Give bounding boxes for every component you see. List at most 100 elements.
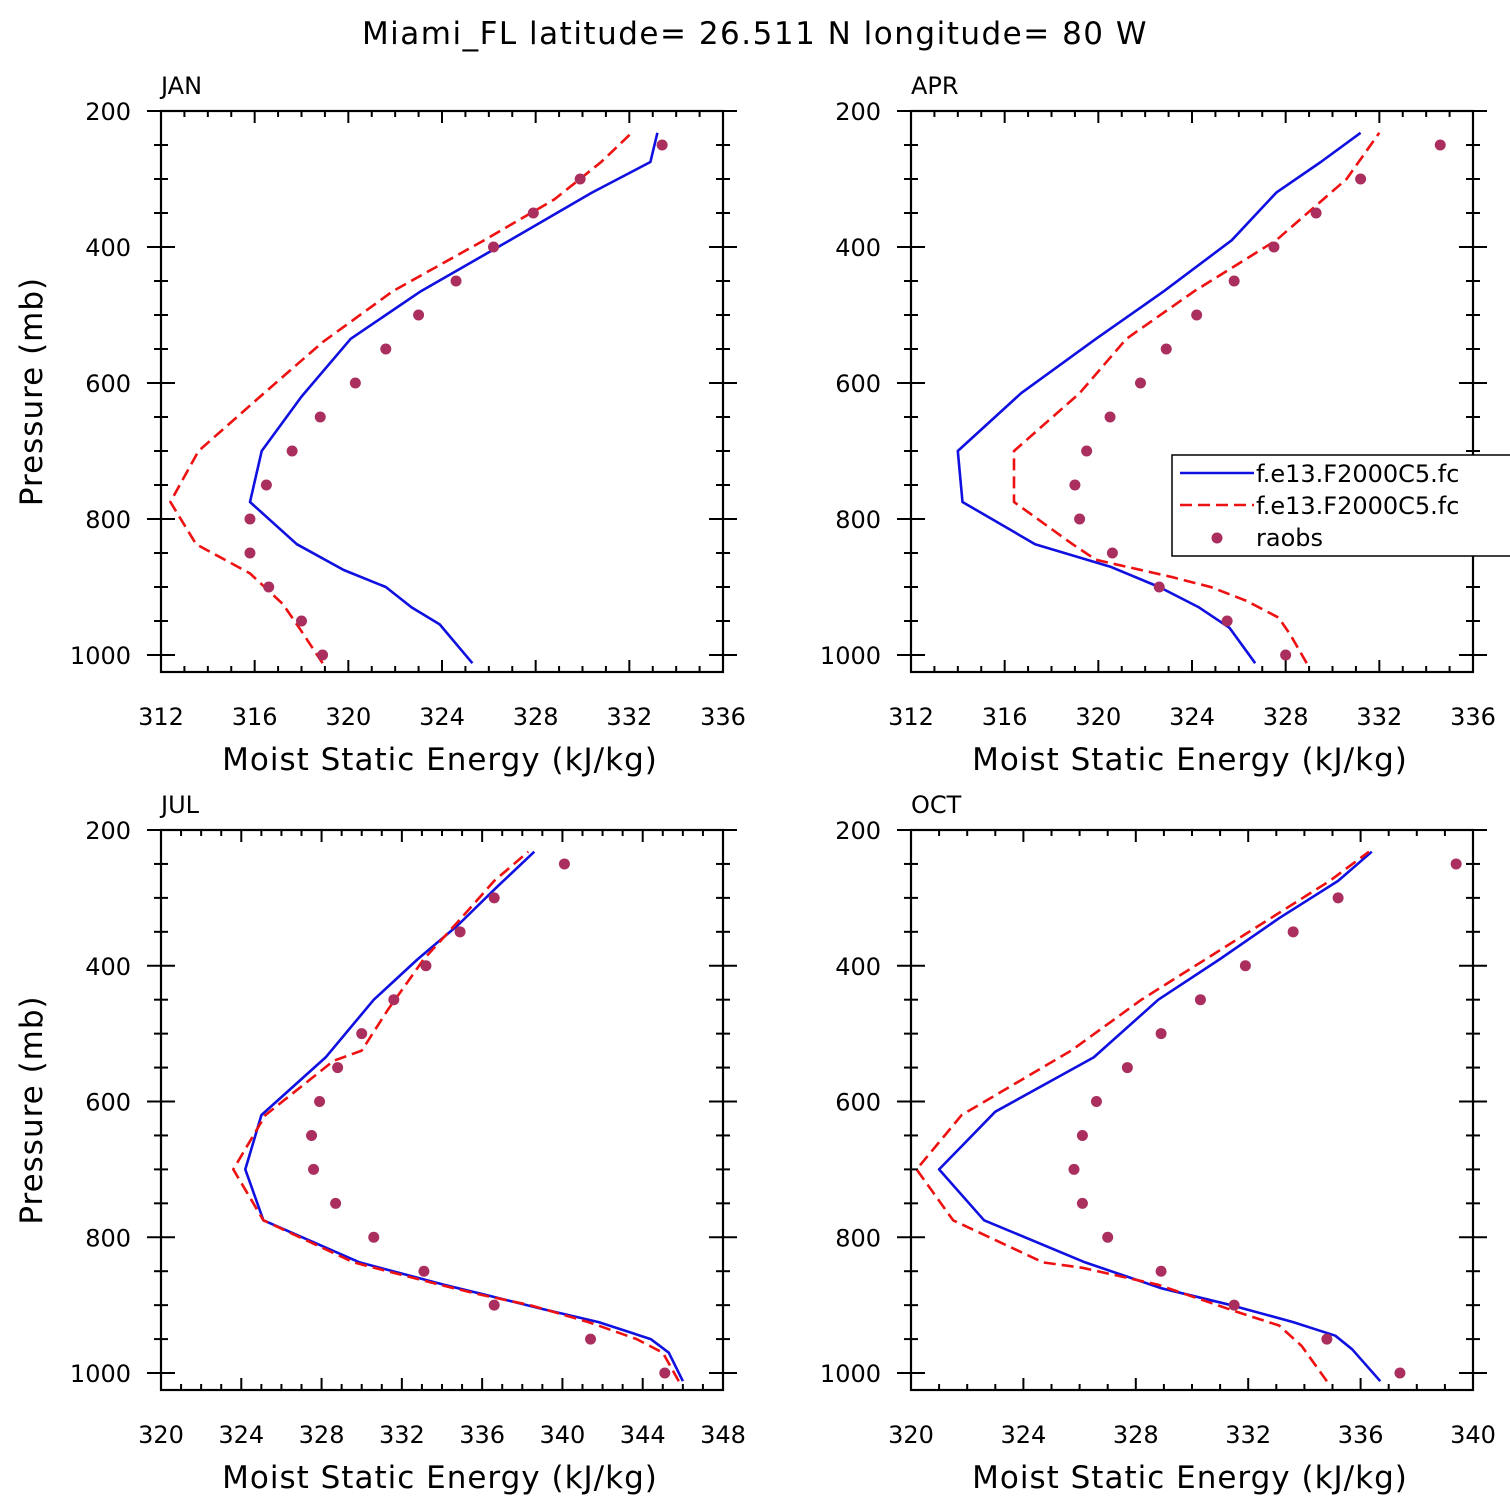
- y-tick-label: 400: [835, 234, 881, 262]
- model-dashed-line: [1012, 132, 1381, 664]
- panel-title: JUL: [159, 791, 200, 819]
- raobs-point: [260, 479, 272, 491]
- y-tick-label: 1000: [820, 642, 881, 670]
- raobs-point: [454, 926, 466, 938]
- plot-frame: [159, 109, 725, 674]
- raobs-point: [317, 649, 329, 661]
- y-tick-label: 1000: [70, 642, 131, 670]
- raobs-point: [306, 1129, 318, 1141]
- raobs-point: [1355, 173, 1367, 185]
- model-dashed-line: [232, 850, 680, 1382]
- raobs-point: [1160, 343, 1172, 355]
- x-tick-label: 336: [1338, 1421, 1384, 1449]
- raobs-point: [356, 1028, 368, 1040]
- raobs-point: [380, 343, 392, 355]
- x-tick-label: 316: [982, 703, 1028, 731]
- raobs-point: [1069, 479, 1081, 491]
- panel-title: OCT: [911, 791, 962, 819]
- raobs-point: [308, 1163, 320, 1175]
- raobs-point: [1153, 581, 1165, 593]
- raobs-point: [1321, 1333, 1333, 1345]
- y-tick-label: 200: [85, 817, 131, 845]
- panel-title: APR: [911, 72, 959, 100]
- legend-label: raobs: [1256, 524, 1323, 552]
- plot-frame: [159, 828, 725, 1392]
- series-group: [915, 850, 1462, 1383]
- raobs-point: [659, 1367, 671, 1379]
- y-tick-label: 200: [85, 98, 131, 126]
- model-dashed-line: [169, 131, 633, 664]
- raobs-point: [388, 994, 400, 1006]
- raobs-point: [286, 445, 298, 457]
- raobs-point: [1221, 615, 1233, 627]
- x-tick-label: 324: [419, 703, 465, 731]
- x-tick-label: 332: [1225, 1421, 1271, 1449]
- x-tick-label: 332: [606, 703, 652, 731]
- raobs-point: [1228, 275, 1240, 287]
- raobs-point: [1228, 1299, 1240, 1311]
- raobs-point: [314, 1096, 326, 1108]
- series-group: [169, 131, 668, 665]
- y-tick-label: 1000: [70, 1360, 131, 1388]
- raobs-point: [1287, 926, 1299, 938]
- panel-jul: JUL 320 324 328 332 336 340 344 348 200 400 600 800 1…: [14, 791, 746, 1496]
- raobs-point: [332, 1062, 344, 1074]
- raobs-point: [349, 377, 361, 389]
- raobs-point: [1090, 1096, 1102, 1108]
- y-tick-label: 200: [835, 817, 881, 845]
- raobs-point: [1104, 411, 1116, 423]
- raobs-point: [558, 858, 570, 870]
- panel-title: JAN: [159, 72, 202, 100]
- model-solid-line: [937, 850, 1382, 1383]
- panels: JAN 312 316 320 324 328 332 336 200 400 600 800 1000…: [14, 72, 1496, 1496]
- x-tick-label: 344: [620, 1421, 666, 1449]
- x-tick-label: 336: [459, 1421, 505, 1449]
- raobs-point: [1191, 309, 1203, 321]
- raobs-point: [420, 960, 432, 972]
- x-tick-label: 348: [700, 1421, 746, 1449]
- y-axis-label: Pressure (mb): [14, 277, 50, 506]
- y-tick-label: 200: [835, 98, 881, 126]
- raobs-point: [488, 1299, 500, 1311]
- raobs-point: [1310, 207, 1322, 219]
- model-solid-line: [956, 131, 1362, 664]
- model-dashed-line: [915, 850, 1370, 1382]
- x-axis-label: Moist Static Energy (kJ/kg): [222, 742, 658, 778]
- raobs-point: [1076, 1129, 1088, 1141]
- raobs-point: [1394, 1367, 1406, 1379]
- raobs-point: [1081, 445, 1093, 457]
- y-tick-label: 400: [835, 953, 881, 981]
- y-tick-label: 600: [835, 370, 881, 398]
- raobs-point: [450, 275, 462, 287]
- raobs-point: [314, 411, 326, 423]
- y-tick-label: 600: [85, 370, 131, 398]
- x-tick-label: 336: [1450, 703, 1496, 731]
- x-tick-label: 320: [888, 1421, 934, 1449]
- raobs-point: [574, 173, 586, 185]
- legend-label: f.e13.F2000C5.fc: [1256, 492, 1459, 520]
- y-tick-label: 400: [85, 234, 131, 262]
- raobs-point: [1121, 1062, 1133, 1074]
- raobs-point: [1434, 139, 1446, 151]
- x-tick-label: 328: [299, 1421, 345, 1449]
- raobs-point: [1280, 649, 1292, 661]
- raobs-point: [1332, 892, 1344, 904]
- legend-label: f.e13.F2000C5.fc: [1256, 460, 1459, 488]
- panel-apr: APR 312 316 320 324 328 332 336 200 400 600 800 1000…: [820, 72, 1496, 778]
- raobs-point: [263, 581, 275, 593]
- y-axis-label: Pressure (mb): [14, 995, 50, 1224]
- x-tick-label: 320: [138, 1421, 184, 1449]
- y-tick-label: 1000: [820, 1360, 881, 1388]
- raobs-point: [1134, 377, 1146, 389]
- raobs-point: [488, 241, 500, 253]
- x-tick-label: 340: [540, 1421, 586, 1449]
- x-tick-label: 312: [888, 703, 934, 731]
- x-tick-label: 312: [138, 703, 184, 731]
- x-tick-label: 328: [1113, 1421, 1159, 1449]
- raobs-point: [1074, 513, 1086, 525]
- x-tick-label: 320: [325, 703, 371, 731]
- raobs-point: [1194, 994, 1206, 1006]
- raobs-point: [1155, 1028, 1167, 1040]
- y-tick-label: 800: [85, 506, 131, 534]
- x-tick-label: 328: [513, 703, 559, 731]
